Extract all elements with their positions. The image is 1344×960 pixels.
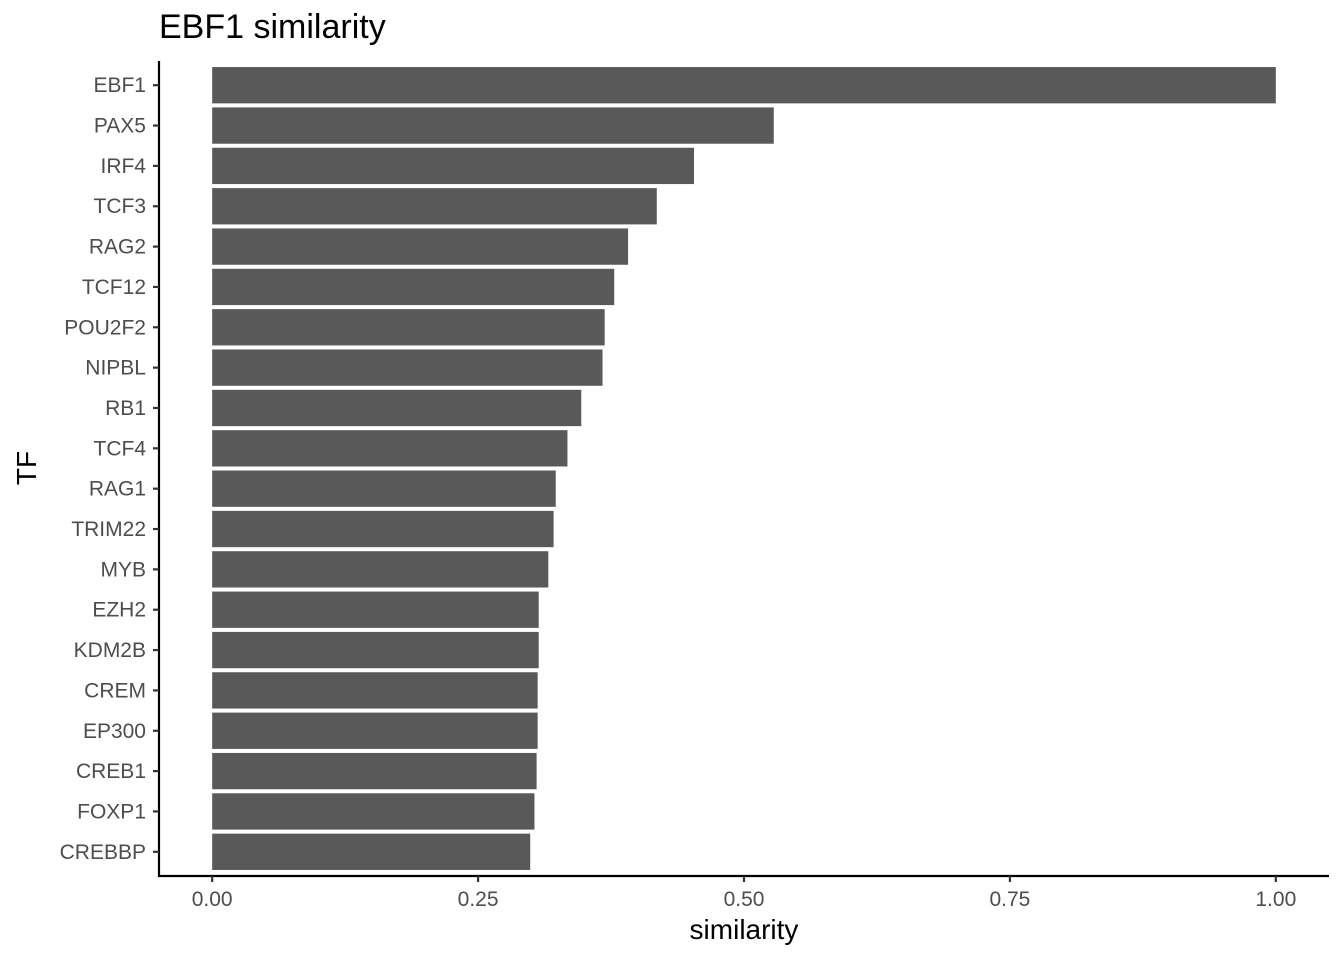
y-tick-label: RAG1: [89, 478, 146, 501]
bar-trim22: [212, 510, 554, 548]
y-tick-label: CREB1: [76, 760, 146, 783]
bar-pou2f2: [212, 309, 605, 346]
y-tick-label: FOXP1: [77, 800, 146, 823]
y-tick-label: IRF4: [100, 155, 146, 178]
x-tick-label: 0.00: [192, 888, 233, 911]
y-tick-label: TCF12: [82, 276, 146, 299]
y-tick-label: EP300: [83, 720, 146, 743]
y-tick-label: RAG2: [89, 236, 146, 259]
y-tick-label: POU2F2: [64, 316, 146, 339]
bar-creb1: [212, 752, 537, 790]
bar-tcf4: [212, 430, 568, 467]
y-axis-title: TF: [11, 451, 42, 485]
bar-rag1: [212, 470, 556, 507]
y-tick-label: NIPBL: [85, 357, 146, 380]
y-tick-label: CREBBP: [60, 841, 146, 864]
x-tick-label: 1.00: [1255, 888, 1296, 911]
x-tick-label: 0.25: [458, 888, 499, 911]
x-tick-label: 0.50: [724, 888, 765, 911]
x-tick-label: 0.75: [989, 888, 1030, 911]
y-tick-label: TCF3: [94, 195, 147, 218]
x-axis: 0.00 0.25 0.50 0.75 1.00: [158, 874, 1329, 911]
bar-tcf12: [212, 268, 615, 306]
y-tick-label: RB1: [105, 397, 146, 420]
y-tick-label: PAX5: [94, 115, 146, 138]
y-tick-label: KDM2B: [74, 639, 146, 662]
bar-irf4: [212, 147, 695, 185]
y-tick-label: CREM: [84, 679, 146, 702]
y-tick-label: EBF1: [93, 74, 146, 97]
y-axis: EBF1 PAX5 IRF4 TCF3 RAG2 TCF12 POU2F2 NIPBL RB1 T…: [60, 61, 161, 877]
bars-group: [212, 67, 1276, 870]
chart-title: EBF1 similarity: [159, 8, 386, 46]
bar-rb1: [212, 389, 582, 427]
bar-crem: [212, 672, 538, 709]
bar-myb: [212, 551, 549, 588]
bar-tcf3: [212, 188, 657, 225]
bar-nipbl: [212, 349, 603, 386]
x-axis-title: similarity: [690, 914, 799, 945]
y-tick-label: TCF4: [94, 437, 147, 460]
y-tick-label: EZH2: [92, 599, 146, 622]
bar-rag2: [212, 228, 629, 265]
bar-ep300: [212, 712, 538, 749]
bar-foxp1: [212, 793, 535, 830]
y-tick-label: TRIM22: [71, 518, 146, 541]
y-tick-label: MYB: [100, 558, 146, 581]
bar-pax5: [212, 107, 774, 144]
bar-ezh2: [212, 591, 539, 628]
bar-kdm2b: [212, 631, 539, 669]
bar-ebf1: [212, 67, 1276, 104]
bar-crebbp: [212, 833, 531, 870]
